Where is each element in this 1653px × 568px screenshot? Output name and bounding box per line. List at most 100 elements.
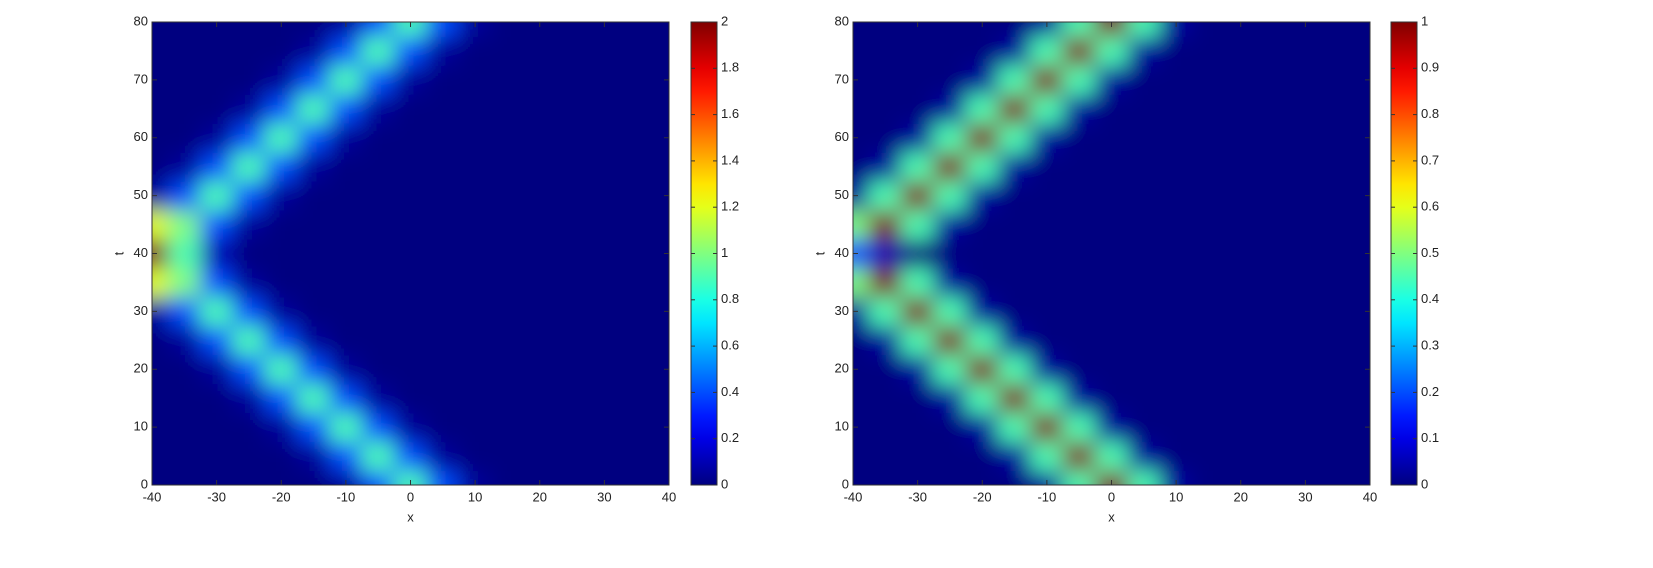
heat-cell [458,325,492,356]
heat-cell [426,151,460,182]
heat-cell [232,238,266,269]
colorbar-tick-label: 0.8 [1421,106,1439,121]
heat-cell [555,296,589,327]
heat-cell [1288,64,1323,95]
heat-cell [1159,35,1193,66]
heat-cell [853,383,870,414]
heat-cell [853,35,870,66]
x-tick-label: -40 [844,489,863,504]
heat-cell [490,122,525,153]
heat-cell [1256,296,1290,327]
heat-cell [1062,209,1096,240]
heat-cell [965,209,999,240]
heat-cell [652,267,669,298]
heat-cell [587,267,622,298]
heat-cell [1127,441,1161,472]
heat-cell [329,22,363,37]
heat-cell [868,180,902,211]
heat-cell [393,412,428,443]
heat-cell [523,354,557,385]
heat-cell [458,383,492,414]
heat-cell [868,35,902,66]
heat-cell [232,441,266,472]
heat-cell [167,325,201,356]
heat-cell [296,470,331,485]
heat-cell [620,35,654,66]
heat-cell [167,93,201,124]
heat-cell [1288,122,1323,153]
heat-cell [361,122,395,153]
heat-cell [458,238,492,269]
heat-cell [490,383,525,414]
heat-cell [1224,267,1258,298]
heat-cell [900,238,935,269]
heat-cell [1321,22,1355,37]
heat-cell [652,383,669,414]
heat-cell [652,325,669,356]
heat-cell [555,22,589,37]
heat-cell [1094,35,1129,66]
heat-cell [1127,325,1161,356]
field [152,22,669,485]
heat-cell [1030,267,1064,298]
heat-cell [868,64,902,95]
heat-cell [232,267,266,298]
x-tick-label: -30 [207,489,226,504]
heat-cell [853,151,870,182]
heat-cell [587,354,622,385]
heat-cell [620,383,654,414]
heat-cell [1062,122,1096,153]
heat-cell [1191,35,1226,66]
heat-cell [965,296,999,327]
heat-cell [458,151,492,182]
heat-cell [1191,238,1226,269]
heat-cell [1224,122,1258,153]
heat-cell [620,209,654,240]
heat-cell [296,180,331,211]
heat-cell [199,35,234,66]
heat-cell [152,122,169,153]
heat-cell [152,470,169,485]
heat-cell [296,209,331,240]
heat-cell [1159,93,1193,124]
heat-cell [1288,93,1323,124]
heat-cell [965,64,999,95]
heat-cell [555,325,589,356]
heat-cell [933,325,967,356]
heat-cell [620,22,654,37]
heat-cell [1127,35,1161,66]
heat-cell [997,267,1032,298]
heat-cell [555,180,589,211]
heat-cell [458,64,492,95]
colorbar-tick-label: 1.8 [721,60,739,75]
heat-cell [1353,22,1370,37]
heat-cell [199,296,234,327]
heat-cell [1127,122,1161,153]
heat-cell [199,383,234,414]
colorbar [690,21,718,486]
heat-cell [587,151,622,182]
heat-cell [1191,412,1226,443]
heat-cell [1288,296,1323,327]
heat-cell [1224,22,1258,37]
heat-cell [1094,93,1129,124]
heat-cell [1224,383,1258,414]
heat-cell [361,93,395,124]
heat-cell [997,93,1032,124]
heat-cell [1288,441,1323,472]
heat-cell [933,412,967,443]
heat-cell [997,180,1032,211]
heat-cell [199,209,234,240]
heat-cell [523,151,557,182]
heat-cell [152,238,169,269]
heat-cell [868,441,902,472]
heat-cell [933,180,967,211]
heat-cell [1321,441,1355,472]
heat-cell [329,354,363,385]
heat-cell [393,64,428,95]
heat-cell [264,296,298,327]
x-tick-label: 0 [1108,489,1115,504]
y-axis-label: t [812,251,827,255]
heat-cell [868,267,902,298]
heat-cell [329,441,363,472]
